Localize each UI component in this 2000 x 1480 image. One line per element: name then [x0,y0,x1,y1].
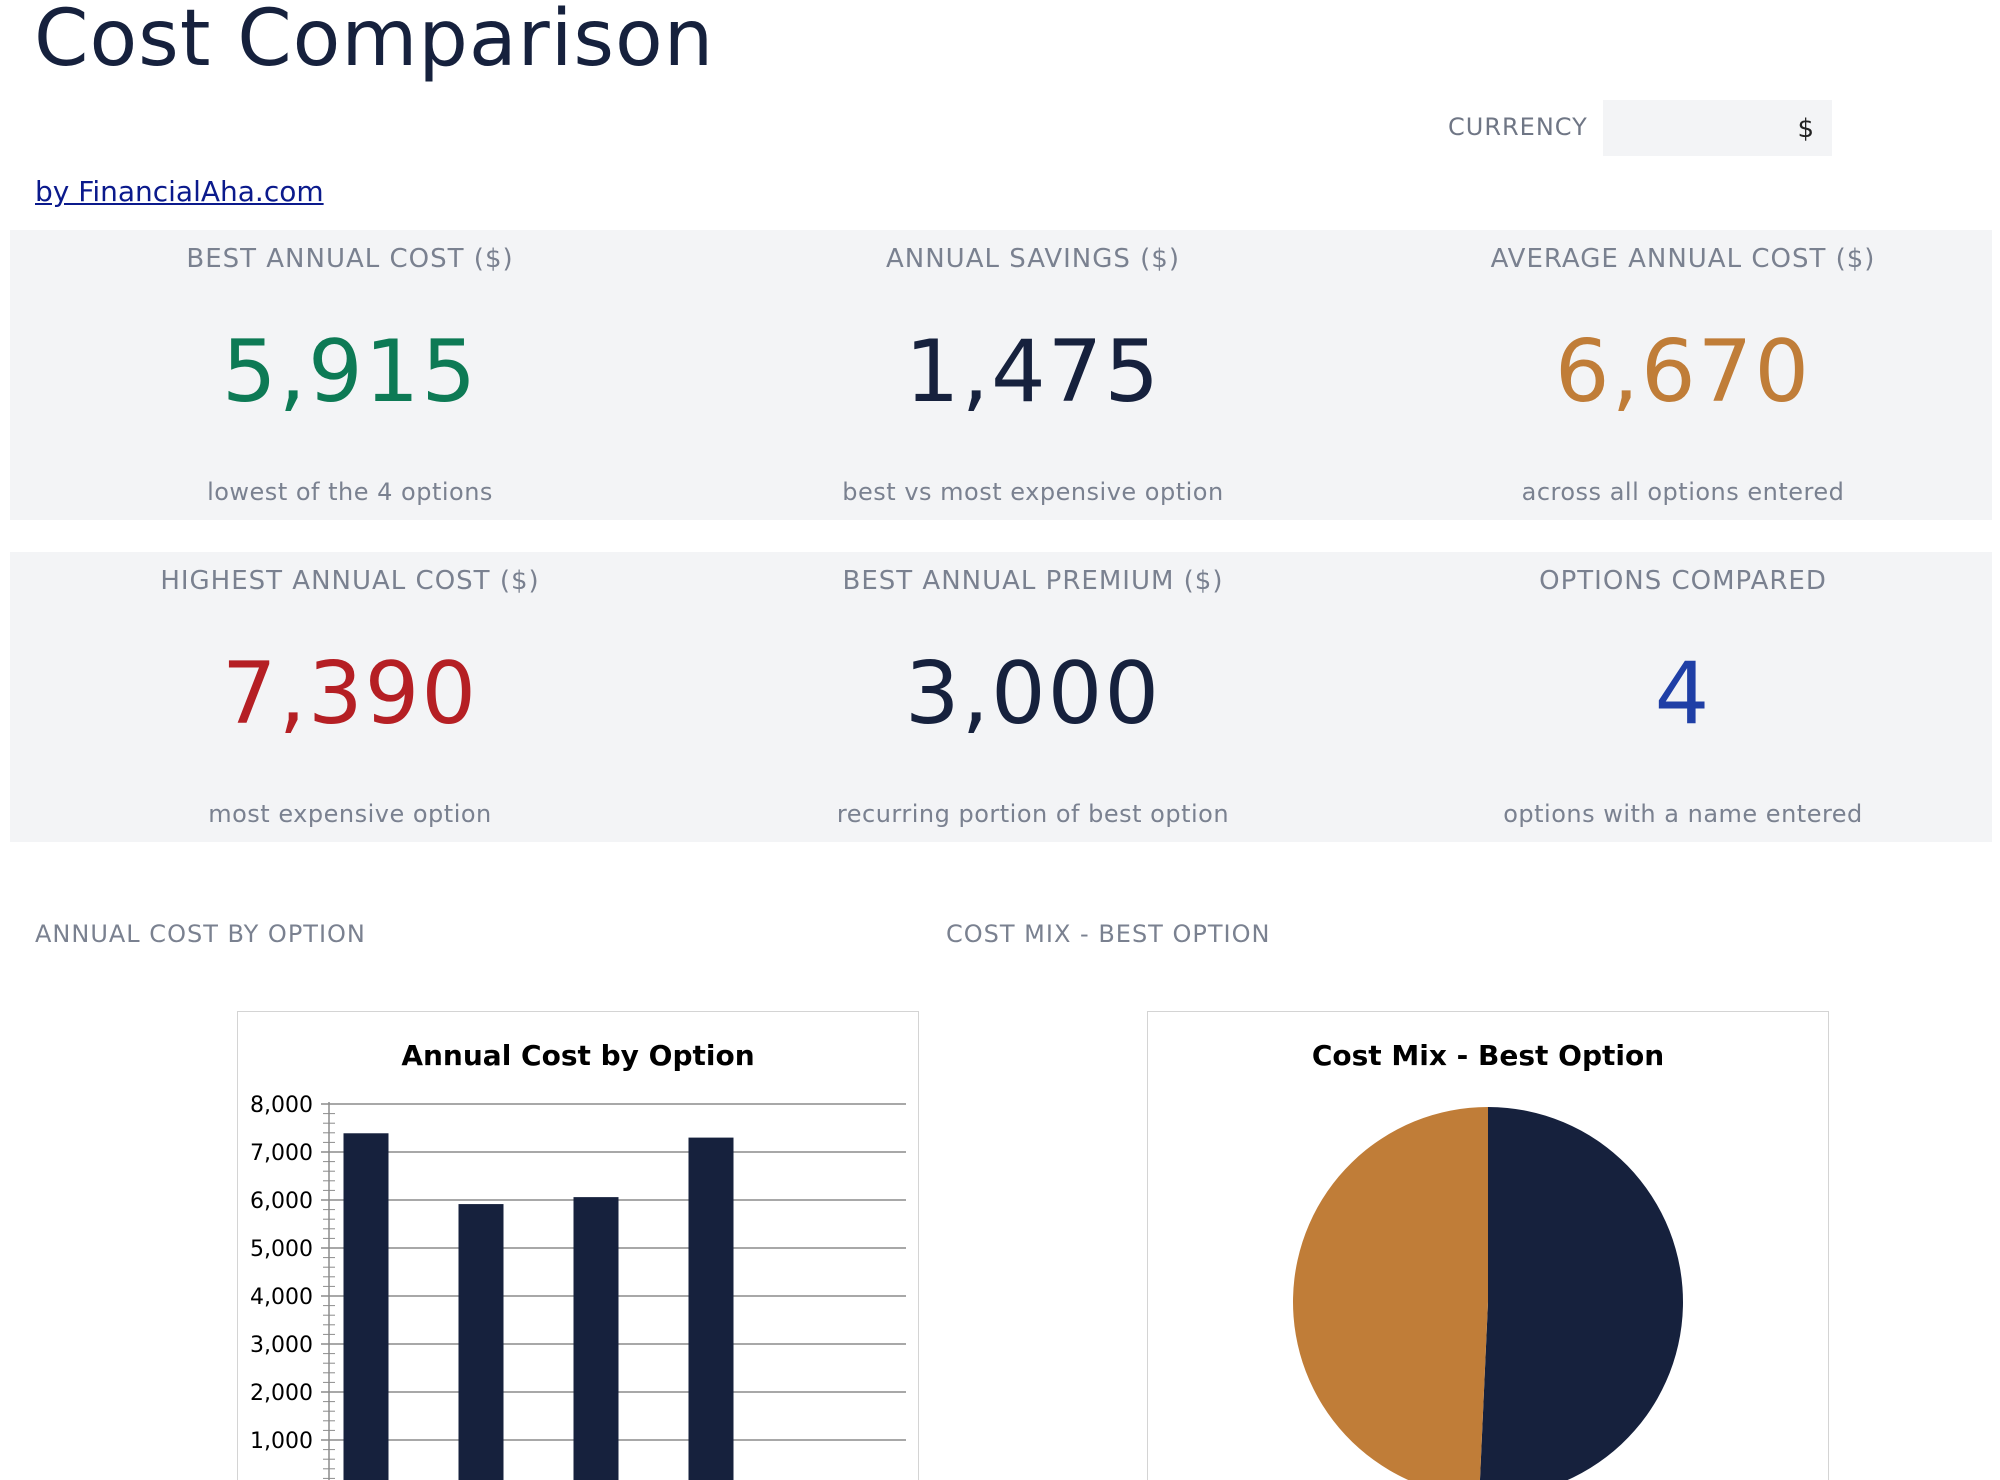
kpi-best-annual-premium: BEST ANNUAL PREMIUM ($) 3,000 recurring … [693,552,1373,842]
kpi-subtext: across all options entered [1521,478,1845,506]
kpi-value: 5,915 [221,322,479,422]
kpi-row-2: HIGHEST ANNUAL COST ($) 7,390 most expen… [10,552,1992,842]
bar [573,1197,619,1480]
kpi-highest-annual-cost: HIGHEST ANNUAL COST ($) 7,390 most expen… [10,552,690,842]
pie-slice [1479,1107,1683,1480]
kpi-label: BEST ANNUAL PREMIUM ($) [842,566,1224,596]
kpi-subtext: best vs most expensive option [842,478,1224,506]
bar-chart-title: Annual Cost by Option [401,1039,755,1072]
y-tick-label: 6,000 [250,1189,313,1214]
kpi-label: HIGHEST ANNUAL COST ($) [160,566,540,596]
kpi-label: BEST ANNUAL COST ($) [186,244,514,274]
pie-slice [1293,1107,1488,1480]
bar-chart: 1,000 2,000 3,000 4,000 5,000 6,000 7,000 8,000 [250,1093,906,1480]
kpi-label: ANNUAL SAVINGS ($) [885,244,1180,274]
kpi-value: 1,475 [904,322,1162,422]
kpi-label: AVERAGE ANNUAL COST ($) [1490,244,1876,274]
byline-link[interactable]: by FinancialAha.com [35,175,324,208]
kpi-row-1: BEST ANNUAL COST ($) 5,915 lowest of the… [10,230,1992,520]
bar [343,1133,389,1480]
pie-chart-title: Cost Mix - Best Option [1311,1039,1665,1072]
kpi-subtext: options with a name entered [1503,800,1863,828]
kpi-annual-savings: ANNUAL SAVINGS ($) 1,475 best vs most ex… [693,230,1373,520]
y-tick-label: 4,000 [250,1285,313,1310]
bar [688,1137,734,1480]
currency-label: CURRENCY [1448,113,1588,141]
bar-section-label: ANNUAL COST BY OPTION [35,920,366,948]
y-tick-label: 5,000 [250,1237,313,1262]
kpi-label: OPTIONS COMPARED [1539,566,1827,596]
kpi-options-compared: OPTIONS COMPARED 4 options with a name e… [1343,552,2000,842]
currency-input[interactable]: $ [1603,100,1832,156]
y-tick-label: 8,000 [250,1093,313,1118]
kpi-average-annual-cost: AVERAGE ANNUAL COST ($) 6,670 across all… [1343,230,2000,520]
pie-chart-frame: Cost Mix - Best Option [1147,1011,1829,1480]
kpi-value: 7,390 [221,644,479,744]
currency-value: $ [1797,114,1814,144]
y-tick-label: 7,000 [250,1141,313,1166]
kpi-value: 6,670 [1554,322,1812,422]
kpi-subtext: recurring portion of best option [836,800,1230,828]
y-tick-label: 2,000 [250,1381,313,1406]
kpi-best-annual-cost: BEST ANNUAL COST ($) 5,915 lowest of the… [10,230,690,520]
pie-section-label: COST MIX - BEST OPTION [946,920,1271,948]
y-tick-label: 3,000 [250,1333,313,1358]
kpi-value: 4 [1654,644,1712,744]
kpi-subtext: most expensive option [208,800,492,828]
kpi-value: 3,000 [904,644,1162,744]
bar-chart-frame: Annual Cost by Option 1,000 2,000 3,000 4,0… [237,1011,919,1480]
pie-chart [1293,1107,1683,1480]
bar [458,1204,504,1480]
y-tick-label: 1,000 [250,1429,313,1454]
kpi-subtext: lowest of the 4 options [207,478,493,506]
page-title: Cost Comparison [34,0,715,84]
